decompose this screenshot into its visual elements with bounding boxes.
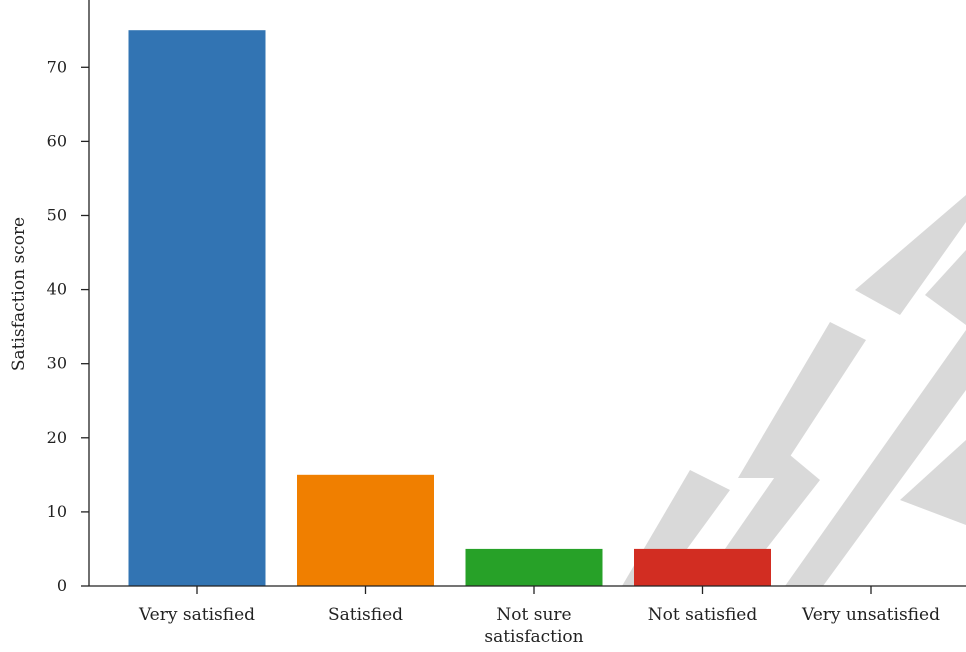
y-tick-label: 30 bbox=[47, 354, 67, 373]
watermark-band bbox=[900, 440, 966, 525]
bar-4 bbox=[634, 548, 771, 586]
bar-2 bbox=[297, 474, 434, 586]
watermark-band bbox=[738, 322, 866, 478]
y-ticks: 0 10 20 30 40 50 60 70 bbox=[47, 57, 89, 595]
y-tick-label: 40 bbox=[47, 280, 67, 299]
x-category-label: Very unsatisfied bbox=[801, 605, 940, 625]
watermark-band bbox=[855, 195, 966, 315]
x-category-label: Not satisfied bbox=[648, 605, 758, 625]
bars bbox=[128, 30, 771, 586]
y-tick-label: 70 bbox=[47, 57, 67, 76]
axes bbox=[88, 0, 966, 587]
x-category-label: Very satisfied bbox=[138, 605, 255, 625]
y-tick-label: 10 bbox=[47, 502, 67, 521]
watermark-band bbox=[785, 330, 966, 586]
watermark-band bbox=[925, 250, 966, 325]
y-tick-label: 0 bbox=[57, 576, 67, 595]
y-axis-title: Satisfaction score bbox=[9, 217, 29, 371]
bar-1 bbox=[128, 30, 266, 586]
watermark bbox=[622, 195, 966, 586]
y-tick-label: 20 bbox=[47, 428, 67, 447]
x-category-label: Not sure satisfaction bbox=[484, 605, 583, 647]
y-tick-label: 60 bbox=[47, 131, 67, 150]
y-tick-label: 50 bbox=[47, 205, 67, 224]
bar-3 bbox=[465, 548, 603, 586]
x-category-label: Satisfied bbox=[328, 605, 403, 625]
x-ticks: Very satisfied Satisfied Not sure satisfact… bbox=[138, 586, 940, 647]
